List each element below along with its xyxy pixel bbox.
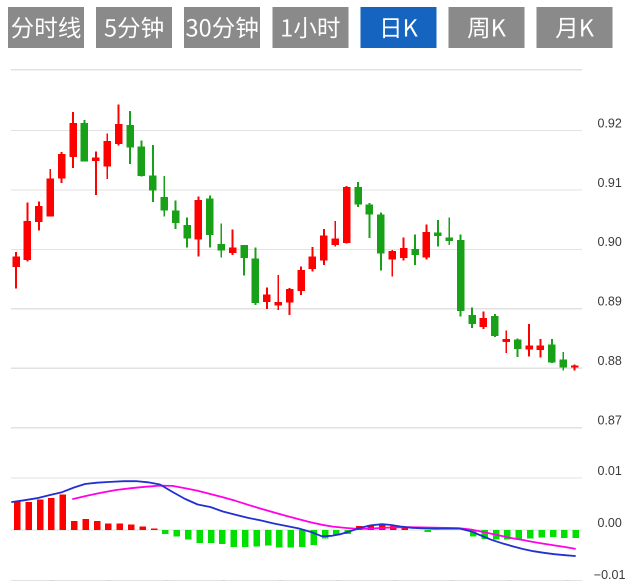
- svg-text:0.91: 0.91: [598, 176, 622, 190]
- svg-text:0.01: 0.01: [598, 464, 622, 478]
- svg-text:0.87: 0.87: [598, 414, 622, 428]
- svg-text:−0.01: −0.01: [594, 568, 626, 582]
- svg-text:0.90: 0.90: [598, 235, 622, 249]
- svg-text:0.88: 0.88: [598, 354, 622, 368]
- svg-text:0.00: 0.00: [598, 516, 622, 530]
- svg-text:0.92: 0.92: [598, 116, 622, 130]
- svg-text:0.89: 0.89: [598, 295, 622, 309]
